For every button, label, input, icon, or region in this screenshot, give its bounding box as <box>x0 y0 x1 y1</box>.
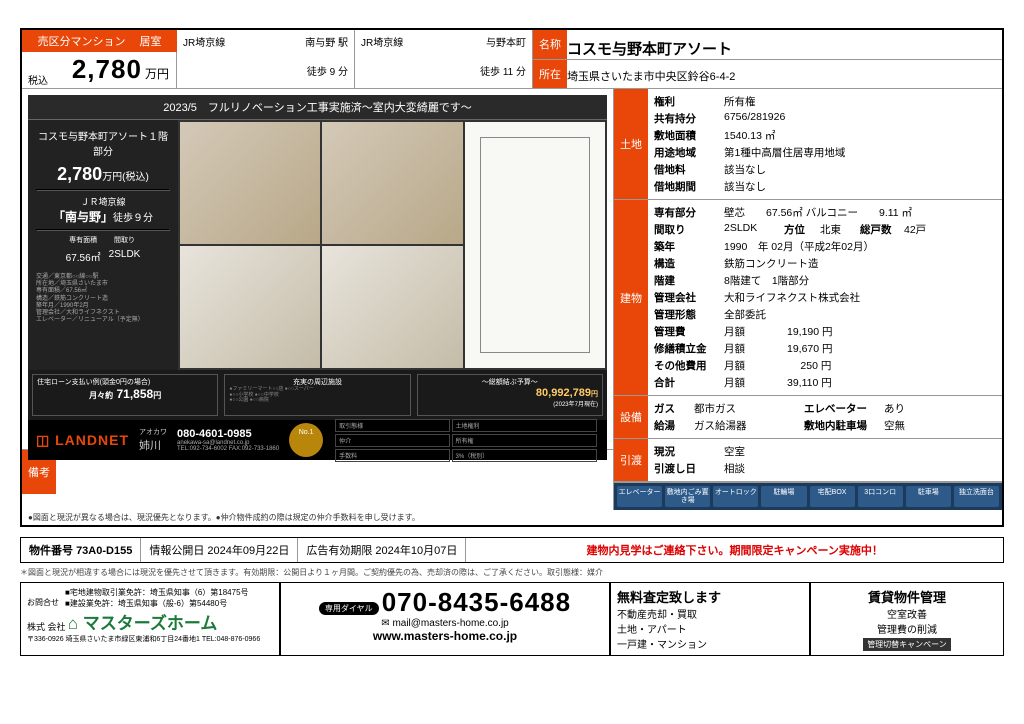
price-unit: 万円 <box>145 67 169 81</box>
sub-row: 物件番号 73A0-D155 情報公開日 2024年09月22日 広告有効期限 … <box>20 537 1004 563</box>
feature-chip: 敷地内ごみ置き場 <box>665 486 710 507</box>
company-name: マスターズホーム <box>68 614 218 633</box>
addr-tag: 所在 <box>533 60 567 88</box>
handover-block: 引渡 現況空室 引渡し日相談 <box>614 439 1002 482</box>
footer-company: お問合せ ■宅地建物取引業免許：埼玉県知事（6）第18475号 ■建設業免許：埼… <box>20 582 280 656</box>
listing-sheet: 売区分マンション 居室 税込 2,780 万円 JR埼京線南与野 駅 徒歩 9 … <box>20 28 1004 527</box>
footer-contact: 専用ダイヤル 070-8435-6488 ✉ mail@masters-home… <box>280 582 610 656</box>
footer-appraisal: 無料査定致します 不動産売却・買取 土地・アパート 一戸建・マンション <box>610 582 810 656</box>
photo-bath <box>322 246 462 368</box>
feature-chip: オートロック <box>713 486 758 507</box>
flyer: 2023/5 フルリノベーション工事実施済～室内大変綺麗です～ コスモ与野本町ア… <box>28 95 607 443</box>
brand-contact: アオカワ 姉川 <box>139 427 167 453</box>
price: 税込 2,780 万円 <box>22 52 177 87</box>
flyer-side: コスモ与野本町アソート１階部分 2,780万円(税込) ＪＲ埼京線 「南与野」徒… <box>28 120 178 370</box>
feature-chip: 宅配BOX <box>810 486 855 507</box>
name-tag: 名称 <box>533 30 567 59</box>
feature-strip: エレベーター敷地内ごみ置き場オートロック駐輪場宅配BOX3口コンロ駐車場独立洗面… <box>614 482 1002 510</box>
feature-chip: 独立洗面台 <box>954 486 999 507</box>
flyer-photos <box>178 120 607 370</box>
property-addr: 埼玉県さいたま市中央区鈴谷6-4-2 <box>567 60 1002 88</box>
property-name: コスモ与野本町アソート <box>567 30 1002 59</box>
footer-url: www.masters-home.co.jp <box>287 629 603 643</box>
feature-chip: エレベーター <box>617 486 662 507</box>
flyer-foot: 住宅ローン支払い例(頭金0円の場合) 月々約 71,858円 充実の周辺施設 ●… <box>28 370 607 420</box>
brand-table: 取引態様土地権利 仲介所有権 手数料3%（税別） <box>333 417 599 464</box>
around-box: 充実の周辺施設 ●ファミリーマート○○店 ●○○スーパー●○○小学校 ●○○中学… <box>224 374 410 416</box>
feature-chip: 3口コンロ <box>858 486 903 507</box>
brand-tel-block: 080-4601-0985 anekawa-sa@landnet.co.jp T… <box>177 428 279 452</box>
footer-rental: 賃貸物件管理 空室改善 管理費の削減 管理切替キャンペーン <box>810 582 1004 656</box>
header-row: 売区分マンション 居室 税込 2,780 万円 JR埼京線南与野 駅 徒歩 9 … <box>22 30 1002 89</box>
loan-box: 住宅ローン支払い例(頭金0円の場合) 月々約 71,858円 <box>32 374 218 416</box>
notice: 建物内見学はご連絡下さい。期間限定キャンペーン実施中！ <box>466 538 1003 562</box>
handover-tag: 引渡 <box>614 439 648 481</box>
badge-room: 居室 <box>140 36 162 48</box>
bldg-body: 専有部分壁芯 67.56㎡ バルコニー 9.11 ㎡ 間取り2SLDK方位北東総… <box>648 200 1002 395</box>
photo-washroom <box>180 246 320 368</box>
total-box: ～総額結ぶ予算～ 80,992,789円 (2023年7月現在) <box>417 374 603 416</box>
flyer-banner: 2023/5 フルリノベーション工事実施済～室内大変綺麗です～ <box>28 95 607 120</box>
right-column: 土地 権利所有権共有持分6756/281926敷地面積1540.13 ㎡用途地域… <box>614 89 1002 510</box>
disclaimer: ＊図面と現況が相違する場合には現況を優先させて頂きます。有効期限：公開日より１ヶ… <box>20 567 1004 578</box>
bldg-tag: 建物 <box>614 200 648 395</box>
land-block: 土地 権利所有権共有持分6756/281926敷地面積1540.13 ㎡用途地域… <box>614 89 1002 200</box>
badge-type: 売区分マンション <box>37 36 125 48</box>
photo-living <box>180 122 320 244</box>
left-column: 2023/5 フルリノベーション工事実施済～室内大変綺麗です～ コスモ与野本町ア… <box>22 89 614 510</box>
feature-chip: 駐車場 <box>906 486 951 507</box>
price-num: 2,780 <box>72 54 142 84</box>
main: 2023/5 フルリノベーション工事実施済～室内大変綺麗です～ コスモ与野本町ア… <box>22 89 1002 510</box>
badge: 売区分マンション 居室 <box>22 30 177 52</box>
photo-floorplan <box>465 122 605 368</box>
brand-logo: LANDNET <box>36 432 129 449</box>
land-tag: 土地 <box>614 89 648 199</box>
feature-chip: 駐輪場 <box>761 486 806 507</box>
bldg-block: 建物 専有部分壁芯 67.56㎡ バルコニー 9.11 ㎡ 間取り2SLDK方位… <box>614 200 1002 396</box>
line2: JR埼京線与野本町 徒歩 11 分 <box>355 30 533 88</box>
sheet-fineprint: ●図面と現況が異なる場合は、現況優先となります。●仲介物件成約の際は規定の仲介手… <box>22 510 1002 525</box>
equip-tag: 設備 <box>614 396 648 438</box>
footer-tel: 070-8435-6488 <box>382 587 571 617</box>
flyer-fineprint: 交通／東京都○○線○○駅所在地／埼玉県さいたま市専有面積／67.56㎡構造／鉄筋… <box>36 274 170 324</box>
line1: JR埼京線南与野 駅 徒歩 9 分 <box>177 30 355 88</box>
flyer-brand: LANDNET アオカワ 姉川 080-4601-0985 anekawa-sa… <box>28 420 607 460</box>
tax-label: 税込 <box>28 72 48 87</box>
footer: お問合せ ■宅地建物取引業免許：埼玉県知事（6）第18475号 ■建設業免許：埼… <box>20 582 1004 656</box>
photo-kitchen <box>322 122 462 244</box>
equip-block: 設備 ガス都市ガスエレベーターあり 給湯ガス給湯器敷地内駐車場空無 <box>614 396 1002 439</box>
brand-badge: No.1 <box>289 423 323 457</box>
